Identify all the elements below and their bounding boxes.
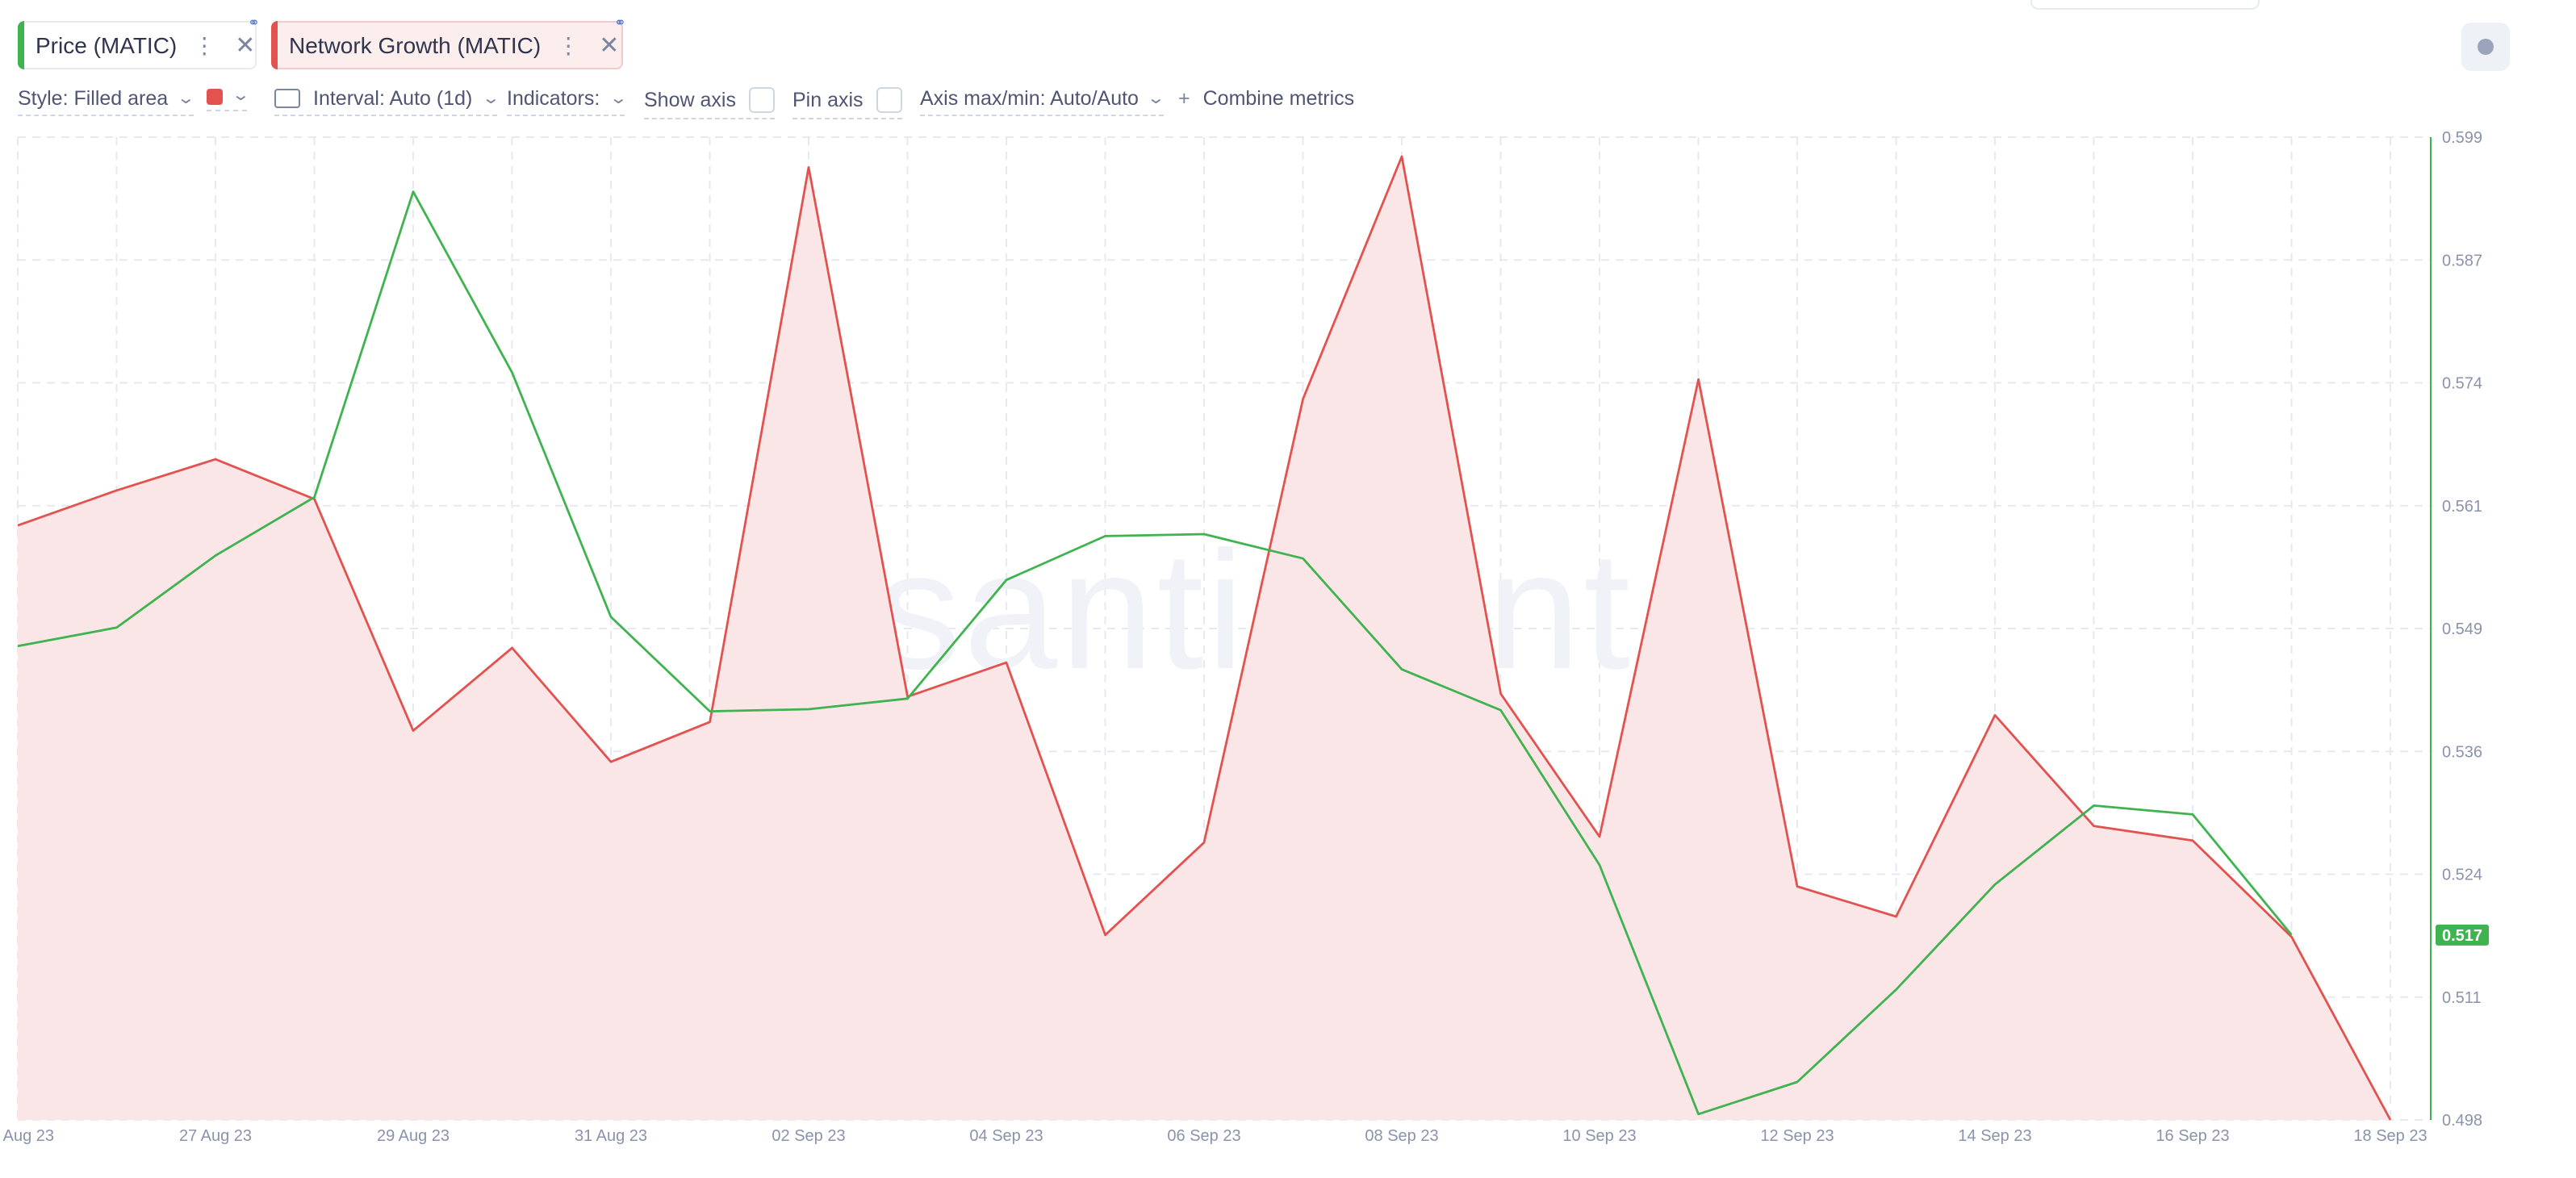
price-line [17, 190, 2293, 1116]
metric-tag-price-label: Price (MATIC) [36, 32, 178, 58]
pin-axis-checkbox[interactable] [876, 87, 902, 113]
close-icon[interactable]: ✕ [599, 32, 620, 60]
plus-icon: + [1178, 87, 1190, 110]
x-tick-label: 12 Sep 23 [1760, 1127, 1834, 1145]
show-axis-label: Show axis [644, 89, 736, 111]
combine-metrics-label: Combine metrics [1202, 87, 1355, 110]
metric-tag-network-label: Network Growth (MATIC) [289, 32, 542, 58]
y-tick-label: 0.536 [2442, 743, 2482, 761]
x-tick-label: 10 Sep 23 [1562, 1127, 1636, 1145]
record-dot-icon [2478, 39, 2494, 55]
chart-options-button[interactable] [2461, 23, 2510, 71]
x-tick-label: 27 Aug 23 [179, 1127, 252, 1145]
y-axis: 0.599 0.587 0.574 0.561 0.549 0.536 0.524 0.511… [2430, 129, 2489, 1130]
x-tick-label: 31 Aug 23 [575, 1127, 647, 1145]
show-axis-toggle[interactable]: Show axis [644, 87, 775, 119]
y-tick-label: 0.587 [2442, 252, 2482, 269]
style-label: Style: Filled area [18, 87, 169, 110]
x-tick-label: 06 Sep 23 [1167, 1127, 1240, 1145]
indicators-label: Indicators: [507, 87, 600, 110]
current-value-label: 0.517 [2442, 927, 2482, 945]
color-selector[interactable]: ⌄ [207, 87, 251, 111]
show-axis-checkbox[interactable] [748, 87, 775, 113]
chevron-down-icon: ⌄ [176, 90, 196, 107]
metric-tag-network-growth[interactable]: Network Growth (MATIC) ⋮ ✕ ⚭ [271, 15, 626, 69]
x-tick-label: 02 Sep 23 [772, 1127, 845, 1145]
network-color-bar [271, 21, 278, 69]
link-icon[interactable]: ⚭ [247, 15, 260, 31]
series-layer [17, 155, 2392, 1121]
color-swatch [207, 88, 223, 104]
chevron-down-icon: ⌄ [480, 90, 500, 107]
vertical-dots-icon[interactable]: ⋮ [193, 31, 216, 57]
current-value-badge [2436, 924, 2489, 946]
y-tick-label: 0.574 [2442, 375, 2482, 393]
pin-axis-toggle[interactable]: Pin axis [792, 87, 902, 119]
price-color-bar [18, 21, 24, 69]
x-tick-label: 18 Sep 23 [2353, 1127, 2427, 1145]
x-tick-label: 25 Aug 23 [0, 1127, 54, 1145]
y-tick-label: 0.599 [2442, 129, 2482, 147]
x-tick-label: 29 Aug 23 [377, 1127, 450, 1145]
vertical-dots-icon[interactable]: ⋮ [557, 31, 580, 57]
style-selector[interactable]: Style: Filled area ⌄ [18, 87, 196, 116]
pin-axis-label: Pin axis [792, 89, 864, 111]
x-tick-label: 04 Sep 23 [969, 1127, 1043, 1145]
x-tick-label: 14 Sep 23 [1958, 1127, 2031, 1145]
interval-selector[interactable]: Interval: Auto (1d) ⌄ [274, 87, 500, 116]
combine-metrics-button[interactable]: + Combine metrics [1178, 87, 1354, 110]
x-axis: 25 Aug 23 27 Aug 23 29 Aug 23 31 Aug 23 02 S… [0, 1127, 2428, 1145]
top-control-edge[interactable] [2030, 0, 2260, 10]
metric-tag-price[interactable]: Price (MATIC) ⋮ ✕ ⚭ [18, 15, 260, 69]
y-tick-label: 0.498 [2442, 1112, 2482, 1130]
interval-label: Interval: Auto (1d) [313, 87, 473, 110]
interval-icon [274, 89, 300, 108]
x-tick-label: 08 Sep 23 [1365, 1127, 1438, 1145]
y-tick-label: 0.511 [2442, 989, 2482, 1007]
y-tick-label: 0.561 [2442, 498, 2482, 516]
axis-minmax-label: Axis max/min: Auto/Auto [920, 87, 1139, 110]
y-tick-label: 0.549 [2442, 620, 2482, 638]
chevron-down-icon: ⌄ [608, 90, 628, 107]
axis-minmax-selector[interactable]: Axis max/min: Auto/Auto ⌄ [920, 87, 1167, 116]
link-icon[interactable]: ⚭ [613, 15, 626, 31]
y-tick-label: 0.524 [2442, 867, 2482, 884]
chevron-down-icon: ⌄ [1147, 90, 1167, 107]
network-growth-area [18, 157, 2390, 1120]
chevron-down-icon: ⌄ [231, 87, 251, 105]
x-tick-label: 16 Sep 23 [2156, 1127, 2229, 1145]
indicators-selector[interactable]: Indicators: ⌄ [507, 87, 628, 116]
close-icon[interactable]: ✕ [235, 32, 256, 60]
